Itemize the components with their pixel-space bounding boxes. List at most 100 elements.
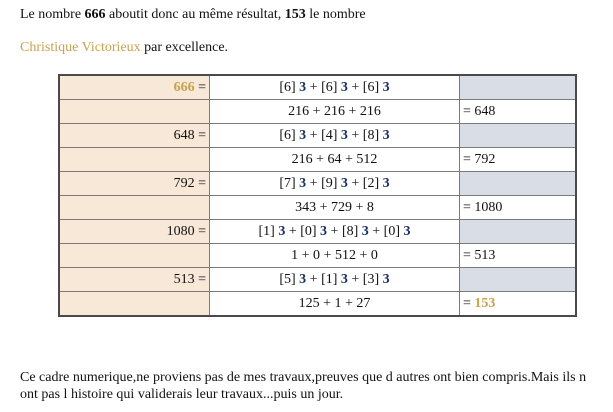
text-segment: 666 <box>84 7 106 22</box>
text-segment: 1080 = <box>166 223 206 239</box>
text-segment: = 513 <box>463 247 496 263</box>
text-segment: par excellence. <box>140 40 229 55</box>
expression-cell: [1] 3 + [0] 3 + [8] 3 + [0] 3 <box>209 219 460 244</box>
operand-cell <box>58 243 210 268</box>
result-cell <box>459 123 577 148</box>
operand-cell: 648 = <box>58 123 210 148</box>
expression-cell: 1 + 0 + 512 + 0 <box>209 243 460 268</box>
table-row: 343 + 729 + 8 = 1080 <box>58 195 577 220</box>
text-segment: 3 <box>299 271 307 287</box>
text-segment: 153 <box>284 7 306 22</box>
text-segment: 3 <box>340 127 348 143</box>
calculation-table: 666 = [6] 3 + [6] 3 + [6] 3 216 + 216 + 21… <box>58 74 577 317</box>
table-row: 648 = [6] 3 + [4] 3 + [8] 3 <box>58 123 577 148</box>
text-segment: 3 <box>382 79 390 95</box>
result-cell <box>459 267 577 292</box>
text-segment: + [0] <box>368 223 404 239</box>
text-segment: [7] <box>279 175 300 191</box>
intro-line-2: Christique Victorieux par excellence. <box>20 40 228 56</box>
text-segment: 3 <box>299 79 307 95</box>
text-segment: 216 + 64 + 512 <box>291 151 378 167</box>
expression-cell: [6] 3 + [4] 3 + [8] 3 <box>209 123 460 148</box>
table-row: 216 + 64 + 512 = 792 <box>58 147 577 172</box>
text-segment: [1] <box>258 223 279 239</box>
text-segment: 792 = <box>173 175 206 191</box>
text-segment: 648 = <box>173 127 206 143</box>
text-segment: 3 <box>361 223 369 239</box>
result-cell: = 513 <box>459 243 577 268</box>
text-segment: [6] <box>279 127 300 143</box>
text-segment: 1 + 0 + 512 + 0 <box>291 247 378 263</box>
table-row: 125 + 1 + 27 = 153 <box>58 291 577 317</box>
text-segment: 3 <box>382 127 390 143</box>
result-cell: = 153 <box>459 291 577 317</box>
operand-cell: 666 = <box>58 74 210 100</box>
text-segment: [6] <box>279 79 300 95</box>
text-segment: [5] <box>279 271 300 287</box>
footer-paragraph: Ce cadre numerique,ne proviens pas de me… <box>20 370 587 402</box>
table-row: 216 + 216 + 216 = 648 <box>58 99 577 124</box>
text-segment: = <box>194 79 206 95</box>
text-segment: Le nombre <box>20 7 85 22</box>
intro-line-1: Le nombre 666 aboutit donc au même résul… <box>20 7 366 23</box>
expression-cell: [5] 3 + [1] 3 + [3] 3 <box>209 267 460 292</box>
expression-cell: [6] 3 + [6] 3 + [6] 3 <box>209 74 460 100</box>
text-segment: + [0] <box>285 223 321 239</box>
text-segment: = 648 <box>463 103 496 119</box>
text-segment: 3 <box>403 223 411 239</box>
text-segment: 153 <box>474 295 496 311</box>
expression-cell: 125 + 1 + 27 <box>209 291 460 317</box>
text-segment: + [1] <box>306 271 341 287</box>
table-row: 513 = [5] 3 + [1] 3 + [3] 3 <box>58 267 577 292</box>
text-segment: 3 <box>382 271 390 287</box>
table-row: 1080 = [1] 3 + [0] 3 + [8] 3 + [0] 3 <box>58 219 577 244</box>
text-segment: 343 + 729 + 8 <box>295 199 374 215</box>
text-segment: aboutit donc au même résultat, <box>105 7 285 22</box>
expression-cell: 216 + 64 + 512 <box>209 147 460 172</box>
text-segment: 666 <box>173 79 195 95</box>
calculation-table-body: 666 = [6] 3 + [6] 3 + [6] 3 216 + 216 + 21… <box>58 74 577 317</box>
result-cell <box>459 219 577 244</box>
text-segment: 216 + 216 + 216 <box>288 103 381 119</box>
result-cell <box>459 171 577 196</box>
result-cell: = 1080 <box>459 195 577 220</box>
result-cell: = 792 <box>459 147 577 172</box>
result-cell: = 648 <box>459 99 577 124</box>
text-segment: 3 <box>340 175 348 191</box>
operand-cell: 792 = <box>58 171 210 196</box>
text-segment: 513 = <box>173 271 206 287</box>
text-segment: 3 <box>340 271 348 287</box>
text-segment: 3 <box>299 127 307 143</box>
operand-cell <box>58 99 210 124</box>
table-row: 666 = [6] 3 + [6] 3 + [6] 3 <box>58 74 577 100</box>
text-segment: 3 <box>382 175 390 191</box>
text-segment: + [6] <box>306 79 341 95</box>
text-segment: + [9] <box>306 175 341 191</box>
operand-cell: 1080 = <box>58 219 210 244</box>
text-segment: + [8] <box>347 127 383 143</box>
operand-cell <box>58 195 210 220</box>
operand-cell: 513 = <box>58 267 210 292</box>
expression-cell: [7] 3 + [9] 3 + [2] 3 <box>209 171 460 196</box>
text-segment: 3 <box>340 79 348 95</box>
expression-cell: 216 + 216 + 216 <box>209 99 460 124</box>
text-segment: 3 <box>278 223 286 239</box>
table-row: 792 = [7] 3 + [9] 3 + [2] 3 <box>58 171 577 196</box>
text-segment: + [8] <box>327 223 362 239</box>
text-segment: 3 <box>320 223 328 239</box>
text-segment: = 1080 <box>463 199 503 215</box>
text-segment: Christique Victorieux <box>20 40 141 55</box>
operand-cell <box>58 147 210 172</box>
text-segment: 125 + 1 + 27 <box>298 295 371 311</box>
operand-cell <box>58 291 210 317</box>
text-segment: + [2] <box>347 175 383 191</box>
text-segment: = 792 <box>463 151 496 167</box>
result-cell <box>459 74 577 100</box>
text-segment: + [4] <box>306 127 341 143</box>
expression-cell: 343 + 729 + 8 <box>209 195 460 220</box>
text-segment: = <box>463 295 475 311</box>
text-segment: + [6] <box>347 79 383 95</box>
text-segment: + [3] <box>347 271 383 287</box>
table-row: 1 + 0 + 512 + 0 = 513 <box>58 243 577 268</box>
text-segment: 3 <box>299 175 307 191</box>
